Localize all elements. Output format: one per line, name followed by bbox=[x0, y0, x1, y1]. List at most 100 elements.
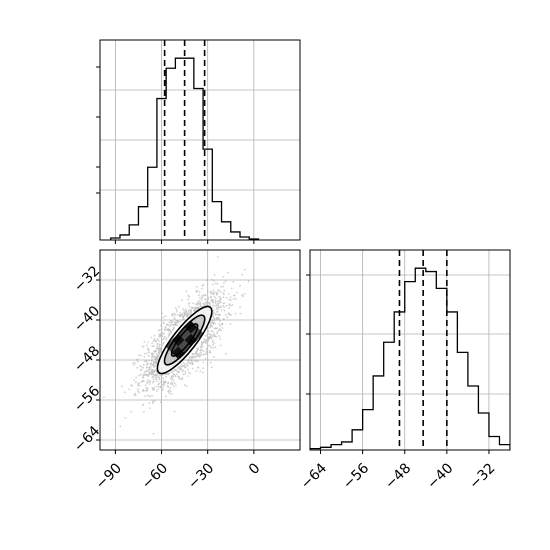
scatter-point bbox=[138, 354, 140, 356]
scatter-point bbox=[135, 376, 138, 379]
scatter-point bbox=[225, 304, 228, 307]
scatter-point bbox=[143, 341, 146, 343]
scatter-point bbox=[175, 369, 178, 372]
scatter-point bbox=[164, 335, 166, 338]
scatter-point bbox=[217, 330, 220, 332]
scatter-point bbox=[140, 354, 143, 357]
scatter-point bbox=[140, 366, 143, 368]
scatter-point bbox=[174, 318, 176, 320]
scatter-point bbox=[180, 363, 183, 366]
scatter-point bbox=[202, 350, 205, 352]
scatter-point bbox=[217, 313, 219, 316]
scatter-point bbox=[216, 332, 219, 335]
scatter-point bbox=[234, 298, 237, 300]
scatter-point bbox=[217, 302, 220, 305]
scatter-point bbox=[158, 382, 160, 385]
scatter-point bbox=[217, 304, 220, 307]
scatter-point bbox=[162, 342, 165, 344]
scatter-point bbox=[165, 395, 167, 398]
scatter-point bbox=[192, 356, 195, 359]
scatter-point bbox=[132, 363, 135, 366]
scatter-point bbox=[210, 337, 213, 340]
scatter-point bbox=[236, 291, 238, 294]
scatter-point bbox=[200, 288, 203, 290]
scatter-point bbox=[165, 373, 168, 376]
scatter-point bbox=[146, 359, 148, 362]
scatter-point bbox=[190, 309, 192, 312]
scatter-point bbox=[142, 376, 144, 379]
scatter-point bbox=[217, 317, 220, 319]
scatter-point bbox=[158, 378, 161, 381]
scatter-point bbox=[152, 353, 155, 355]
scatter-point bbox=[161, 389, 164, 392]
scatter-point bbox=[143, 360, 146, 363]
scatter-point bbox=[191, 353, 194, 356]
scatter-point bbox=[209, 290, 212, 293]
scatter-point bbox=[154, 361, 157, 364]
histogram-bar bbox=[499, 445, 510, 450]
histogram-bar bbox=[138, 207, 147, 240]
scatter-point bbox=[182, 373, 185, 376]
scatter-point bbox=[197, 348, 199, 351]
x-tick-label: −90 bbox=[93, 460, 125, 492]
scatter-point bbox=[219, 325, 222, 327]
scatter-point bbox=[200, 354, 203, 356]
scatter-point bbox=[152, 378, 155, 381]
scatter-point bbox=[138, 382, 141, 384]
scatter-point bbox=[223, 306, 226, 309]
scatter-point bbox=[247, 280, 250, 283]
scatter-point bbox=[189, 362, 192, 365]
scatter-point bbox=[178, 376, 181, 379]
scatter-point bbox=[202, 283, 205, 286]
scatter-point bbox=[153, 355, 156, 357]
scatter-point bbox=[222, 304, 225, 307]
scatter-point bbox=[218, 313, 221, 316]
x-tick-label: −40 bbox=[424, 460, 456, 492]
scatter-point bbox=[148, 351, 151, 354]
scatter-point bbox=[207, 298, 209, 301]
scatter-point bbox=[159, 349, 162, 352]
scatter-point bbox=[155, 370, 157, 373]
scatter-point bbox=[234, 312, 237, 315]
scatter-point bbox=[155, 378, 158, 381]
scatter-point bbox=[216, 256, 219, 258]
scatter-point bbox=[194, 303, 197, 305]
scatter-point bbox=[213, 317, 216, 320]
scatter-point bbox=[205, 348, 208, 350]
scatter-point bbox=[192, 302, 194, 305]
scatter-point bbox=[143, 411, 145, 413]
scatter-point bbox=[184, 370, 187, 373]
scatter-point bbox=[167, 386, 170, 388]
scatter-point bbox=[197, 301, 200, 304]
scatter-point bbox=[166, 328, 169, 331]
scatter-point bbox=[207, 330, 210, 332]
scatter-point bbox=[199, 370, 202, 372]
scatter-point bbox=[159, 347, 162, 349]
scatter-point bbox=[198, 291, 201, 293]
scatter-point bbox=[187, 368, 189, 371]
scatter-point bbox=[187, 294, 190, 297]
scatter-point bbox=[134, 394, 137, 397]
scatter-point bbox=[210, 346, 213, 349]
scatter-point bbox=[152, 402, 155, 405]
scatter-point bbox=[203, 297, 206, 300]
scatter-point bbox=[182, 317, 185, 320]
scatter-point bbox=[156, 347, 159, 350]
scatter-point bbox=[214, 313, 217, 316]
scatter-point bbox=[185, 290, 188, 293]
scatter-point bbox=[213, 295, 216, 298]
scatter-point bbox=[163, 316, 165, 319]
x-tick-label: −56 bbox=[340, 460, 372, 492]
scatter-point bbox=[212, 315, 215, 318]
scatter-point bbox=[176, 313, 179, 316]
scatter-point bbox=[151, 394, 154, 397]
scatter-point bbox=[233, 294, 235, 297]
scatter-point bbox=[151, 373, 154, 376]
scatter-point bbox=[169, 387, 172, 389]
scatter-point bbox=[181, 365, 184, 367]
scatter-point bbox=[215, 335, 218, 338]
marginal-histogram-x-panel bbox=[96, 39, 301, 244]
histogram-bar bbox=[384, 342, 395, 450]
scatter-point bbox=[209, 335, 212, 338]
